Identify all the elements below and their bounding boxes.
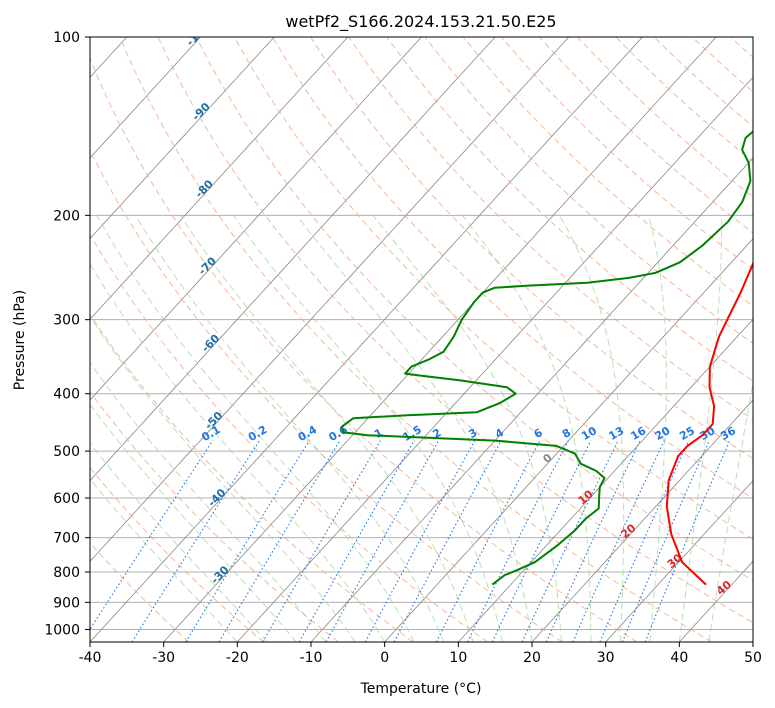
temperature-series (665, 261, 753, 586)
isotherm-line (237, 76, 753, 642)
mixing-ratio-line (621, 440, 710, 642)
dry-adiabat (348, 37, 753, 421)
dry-adiabat (233, 37, 753, 540)
dry-adiabat (157, 37, 753, 624)
dry-adiabat (386, 37, 753, 382)
isotherm-line (605, 480, 753, 642)
dry-adiabat (90, 542, 190, 642)
mixing-ratio-line (131, 440, 260, 642)
moist-adiabat (90, 478, 238, 642)
x-tick-label: -40 (79, 650, 102, 666)
moist-adiabat (90, 263, 386, 642)
x-tick-label: -30 (152, 650, 175, 666)
plot-frame (89, 36, 754, 643)
x-tick-label: 50 (744, 650, 762, 666)
y-tick-label: 300 (53, 313, 80, 329)
isotherm-line (384, 238, 753, 642)
moist-adiabat (648, 215, 667, 642)
mixing-ratio-line (325, 440, 440, 642)
y-tick-label: 1000 (44, 622, 80, 638)
moist-adiabat (135, 215, 445, 642)
dry-adiabat (90, 233, 488, 642)
isotherm-line (90, 37, 496, 482)
x-axis: -40 -30 -20 -10 0 10 20 30 40 50 (79, 642, 762, 666)
moist-adiabat (90, 361, 327, 642)
y-tick-label: 700 (53, 531, 80, 547)
mixing-ratio-line (467, 440, 569, 642)
dry-adiabat (195, 37, 753, 582)
moist-adiabat (96, 215, 415, 642)
x-tick-label: -20 (226, 650, 249, 666)
x-tick-label: 20 (523, 650, 541, 666)
isotherm-line (531, 399, 753, 642)
y-tick-label: 400 (53, 387, 80, 403)
mixing-ratio-line (572, 440, 665, 642)
mixing-ratio-line (298, 440, 415, 642)
mixing-ratio-line (491, 440, 592, 642)
isotherm-label: -100 (184, 20, 213, 49)
y-tick-label: 900 (53, 595, 80, 611)
mixing-ratio-line (90, 440, 214, 631)
y-axis: 100 200 300 400 500 600 700 800 900 1000 (44, 30, 90, 638)
x-tick-label: -10 (300, 650, 323, 666)
dry-adiabat (90, 149, 563, 642)
x-tick-label: 40 (670, 650, 688, 666)
moist-adiabat (558, 215, 625, 642)
moist-adiabat (90, 315, 356, 642)
mixing-ratio-line (545, 440, 641, 642)
x-tick-label: 10 (449, 650, 467, 666)
moist-adiabat (90, 442, 268, 642)
mixing-ratio-line (262, 440, 381, 642)
dry-adiabat (90, 57, 638, 642)
profile-series (340, 130, 753, 586)
isotherm-line (90, 37, 422, 401)
x-tick-label: 0 (380, 650, 389, 666)
y-tick-label: 800 (53, 565, 80, 581)
moist-adiabat (180, 215, 474, 642)
isotherm-line (90, 37, 349, 320)
moist-adiabat (708, 380, 753, 642)
moist-adiabat (90, 403, 297, 642)
dewpoint-series (340, 130, 753, 586)
isotherm-line (90, 37, 570, 562)
y-tick-label: 600 (53, 491, 80, 507)
dry-adiabat (272, 37, 753, 500)
moist-adiabat (296, 215, 533, 642)
isotherm-line (679, 560, 753, 642)
dry-adiabat (310, 37, 753, 460)
y-axis-label: Pressure (hPa) (12, 290, 28, 390)
chart-title: wetPf2_S166.2024.153.21.50.E25 (285, 12, 556, 32)
mixing-ratio-line (185, 440, 310, 642)
x-tick-label: 30 (597, 650, 615, 666)
dry-adiabat (90, 466, 264, 642)
moist-adiabat (372, 214, 562, 642)
moist-adiabat (233, 215, 503, 642)
mixing-ratio-line (218, 440, 341, 642)
background-lines (90, 37, 753, 642)
y-tick-label: 100 (53, 30, 80, 46)
y-tick-label: 200 (53, 208, 80, 224)
moist-adiabat (462, 214, 592, 642)
dry-adiabat (119, 37, 712, 642)
x-axis-label: Temperature (°C) (360, 681, 482, 697)
y-tick-label: 500 (53, 444, 80, 460)
mixing-ratio-line (364, 440, 476, 642)
